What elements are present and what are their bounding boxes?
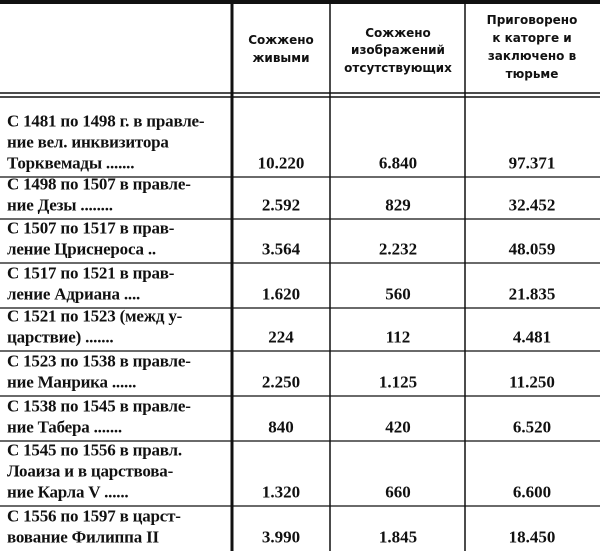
cell-value: 97.371 bbox=[508, 153, 556, 173]
period-text: Торквемады ....... bbox=[7, 153, 135, 173]
period-text: С 1521 по 1523 (межд у- bbox=[7, 306, 183, 326]
cell-value: 560 bbox=[385, 284, 411, 304]
period-text: С 1545 по 1556 в правл. bbox=[7, 440, 182, 460]
cell-value: 2.592 bbox=[261, 195, 301, 215]
period-text: ние Карла V ...... bbox=[7, 482, 129, 502]
period-text: ление Цриснероса .. bbox=[7, 239, 156, 259]
cell-value: 6.840 bbox=[378, 153, 418, 173]
column-header: заключено в bbox=[487, 49, 577, 63]
cell-value: 840 bbox=[268, 417, 294, 437]
cell-value: 6.520 bbox=[512, 417, 552, 437]
cell-value: 420 bbox=[385, 417, 411, 437]
cell-value: 10.220 bbox=[257, 153, 305, 173]
period-text: ние вел. инквизитора bbox=[7, 132, 169, 152]
cell-value: 2.250 bbox=[261, 372, 301, 392]
cell-value: 4.481 bbox=[512, 327, 552, 347]
top-bar bbox=[0, 0, 600, 4]
cell-value: 224 bbox=[268, 327, 294, 347]
period-text: ние Табера ....... bbox=[7, 417, 122, 437]
cell-value: 660 bbox=[385, 482, 411, 502]
period-text: ление Адриана .... bbox=[7, 284, 141, 304]
period-text: ние Дезы ........ bbox=[7, 195, 113, 215]
cell-value: 32.452 bbox=[508, 195, 556, 215]
cell-value: 2.232 bbox=[378, 239, 418, 259]
column-header: изображений bbox=[351, 43, 445, 57]
cell-value: 3.564 bbox=[261, 239, 301, 259]
column-header: тюрьме bbox=[505, 67, 559, 81]
column-header: отсутствующих bbox=[344, 61, 452, 75]
period-text: С 1556 по 1597 в царст- bbox=[7, 506, 181, 526]
period-text: С 1517 по 1521 в прав- bbox=[7, 263, 175, 283]
cell-value: 1.125 bbox=[378, 372, 418, 392]
period-text: С 1507 по 1517 в прав- bbox=[7, 218, 175, 238]
period-text: С 1523 по 1538 в правле- bbox=[7, 351, 191, 371]
cell-value: 1.845 bbox=[378, 527, 418, 547]
column-header: Приговорено bbox=[486, 13, 578, 27]
period-text: ние Манрика ...... bbox=[7, 372, 137, 392]
cell-value: 21.835 bbox=[508, 284, 556, 304]
cell-value: 1.320 bbox=[261, 482, 301, 502]
column-header: Сожжено bbox=[365, 26, 431, 40]
cell-value: 1.620 bbox=[261, 284, 301, 304]
period-text: С 1481 по 1498 г. в правле- bbox=[7, 111, 205, 131]
cell-value: 829 bbox=[385, 195, 411, 215]
period-text: Лоаиза и в царствова- bbox=[7, 461, 174, 481]
period-text: С 1498 по 1507 в правле- bbox=[7, 174, 191, 194]
period-text: вование Филиппа II bbox=[7, 527, 159, 547]
column-header: Сожжено bbox=[248, 33, 314, 47]
period-text: С 1538 по 1545 в правле- bbox=[7, 396, 191, 416]
column-header: живыми bbox=[252, 51, 310, 65]
cell-value: 18.450 bbox=[508, 527, 556, 547]
cell-value: 48.059 bbox=[508, 239, 556, 259]
cell-value: 11.250 bbox=[509, 372, 555, 392]
cell-value: 3.990 bbox=[261, 527, 301, 547]
cell-value: 112 bbox=[385, 327, 411, 347]
period-text: царствие) ....... bbox=[7, 327, 114, 347]
cell-value: 6.600 bbox=[512, 482, 552, 502]
column-header: к каторге и bbox=[492, 31, 572, 45]
